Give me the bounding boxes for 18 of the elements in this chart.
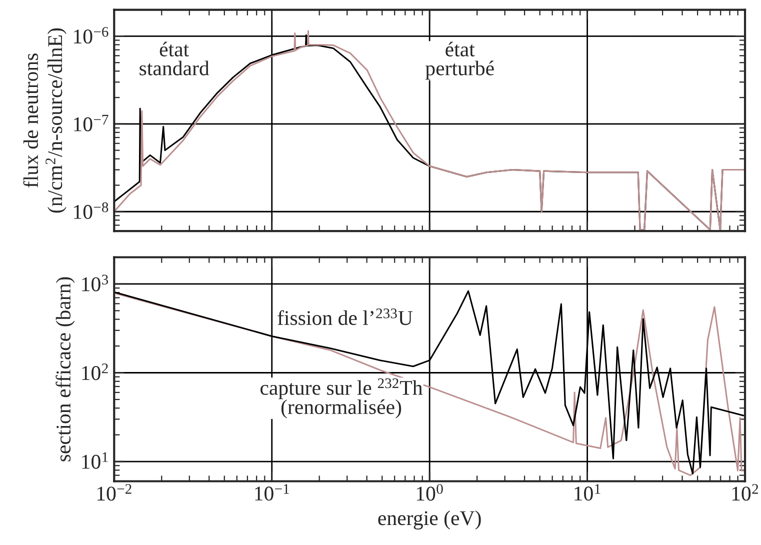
annotation: état standard [140, 42, 210, 76]
y-tick-label: 10$^{−6}$ [74, 26, 108, 44]
y-tick-label: 10$^{−8}$ [74, 202, 108, 219]
annotation: état perturbé [426, 42, 494, 80]
y-axis-title: section efficace (barn) [56, 277, 75, 462]
x-tick-label: 10$^{2}$ [732, 484, 758, 501]
annotation: fission de l’$^{233}$U [278, 308, 413, 326]
y-tick-label: 10$^{3}$ [82, 274, 108, 292]
y-tick-label: 10$^{2}$ [82, 364, 108, 380]
x-tick-label: 10$^{1}$ [574, 484, 600, 501]
y-tick-label: 10$^{−7}$ [74, 114, 108, 132]
x-tick-label: 10$^{0}$ [416, 484, 443, 501]
x-tick-label: 10$^{−2}$ [97, 484, 132, 501]
y-axis-title: flux de neutrons (n/cm$^{2}$/n-source/dlnE) [23, 28, 66, 213]
x-axis-title: energie (eV) [378, 510, 481, 530]
x-tick-label: 10$^{−1}$ [255, 484, 289, 501]
annotation: capture sur le $^{232}$Th (renormalisée) [260, 378, 423, 418]
y-tick-label: 10$^{1}$ [82, 452, 108, 469]
